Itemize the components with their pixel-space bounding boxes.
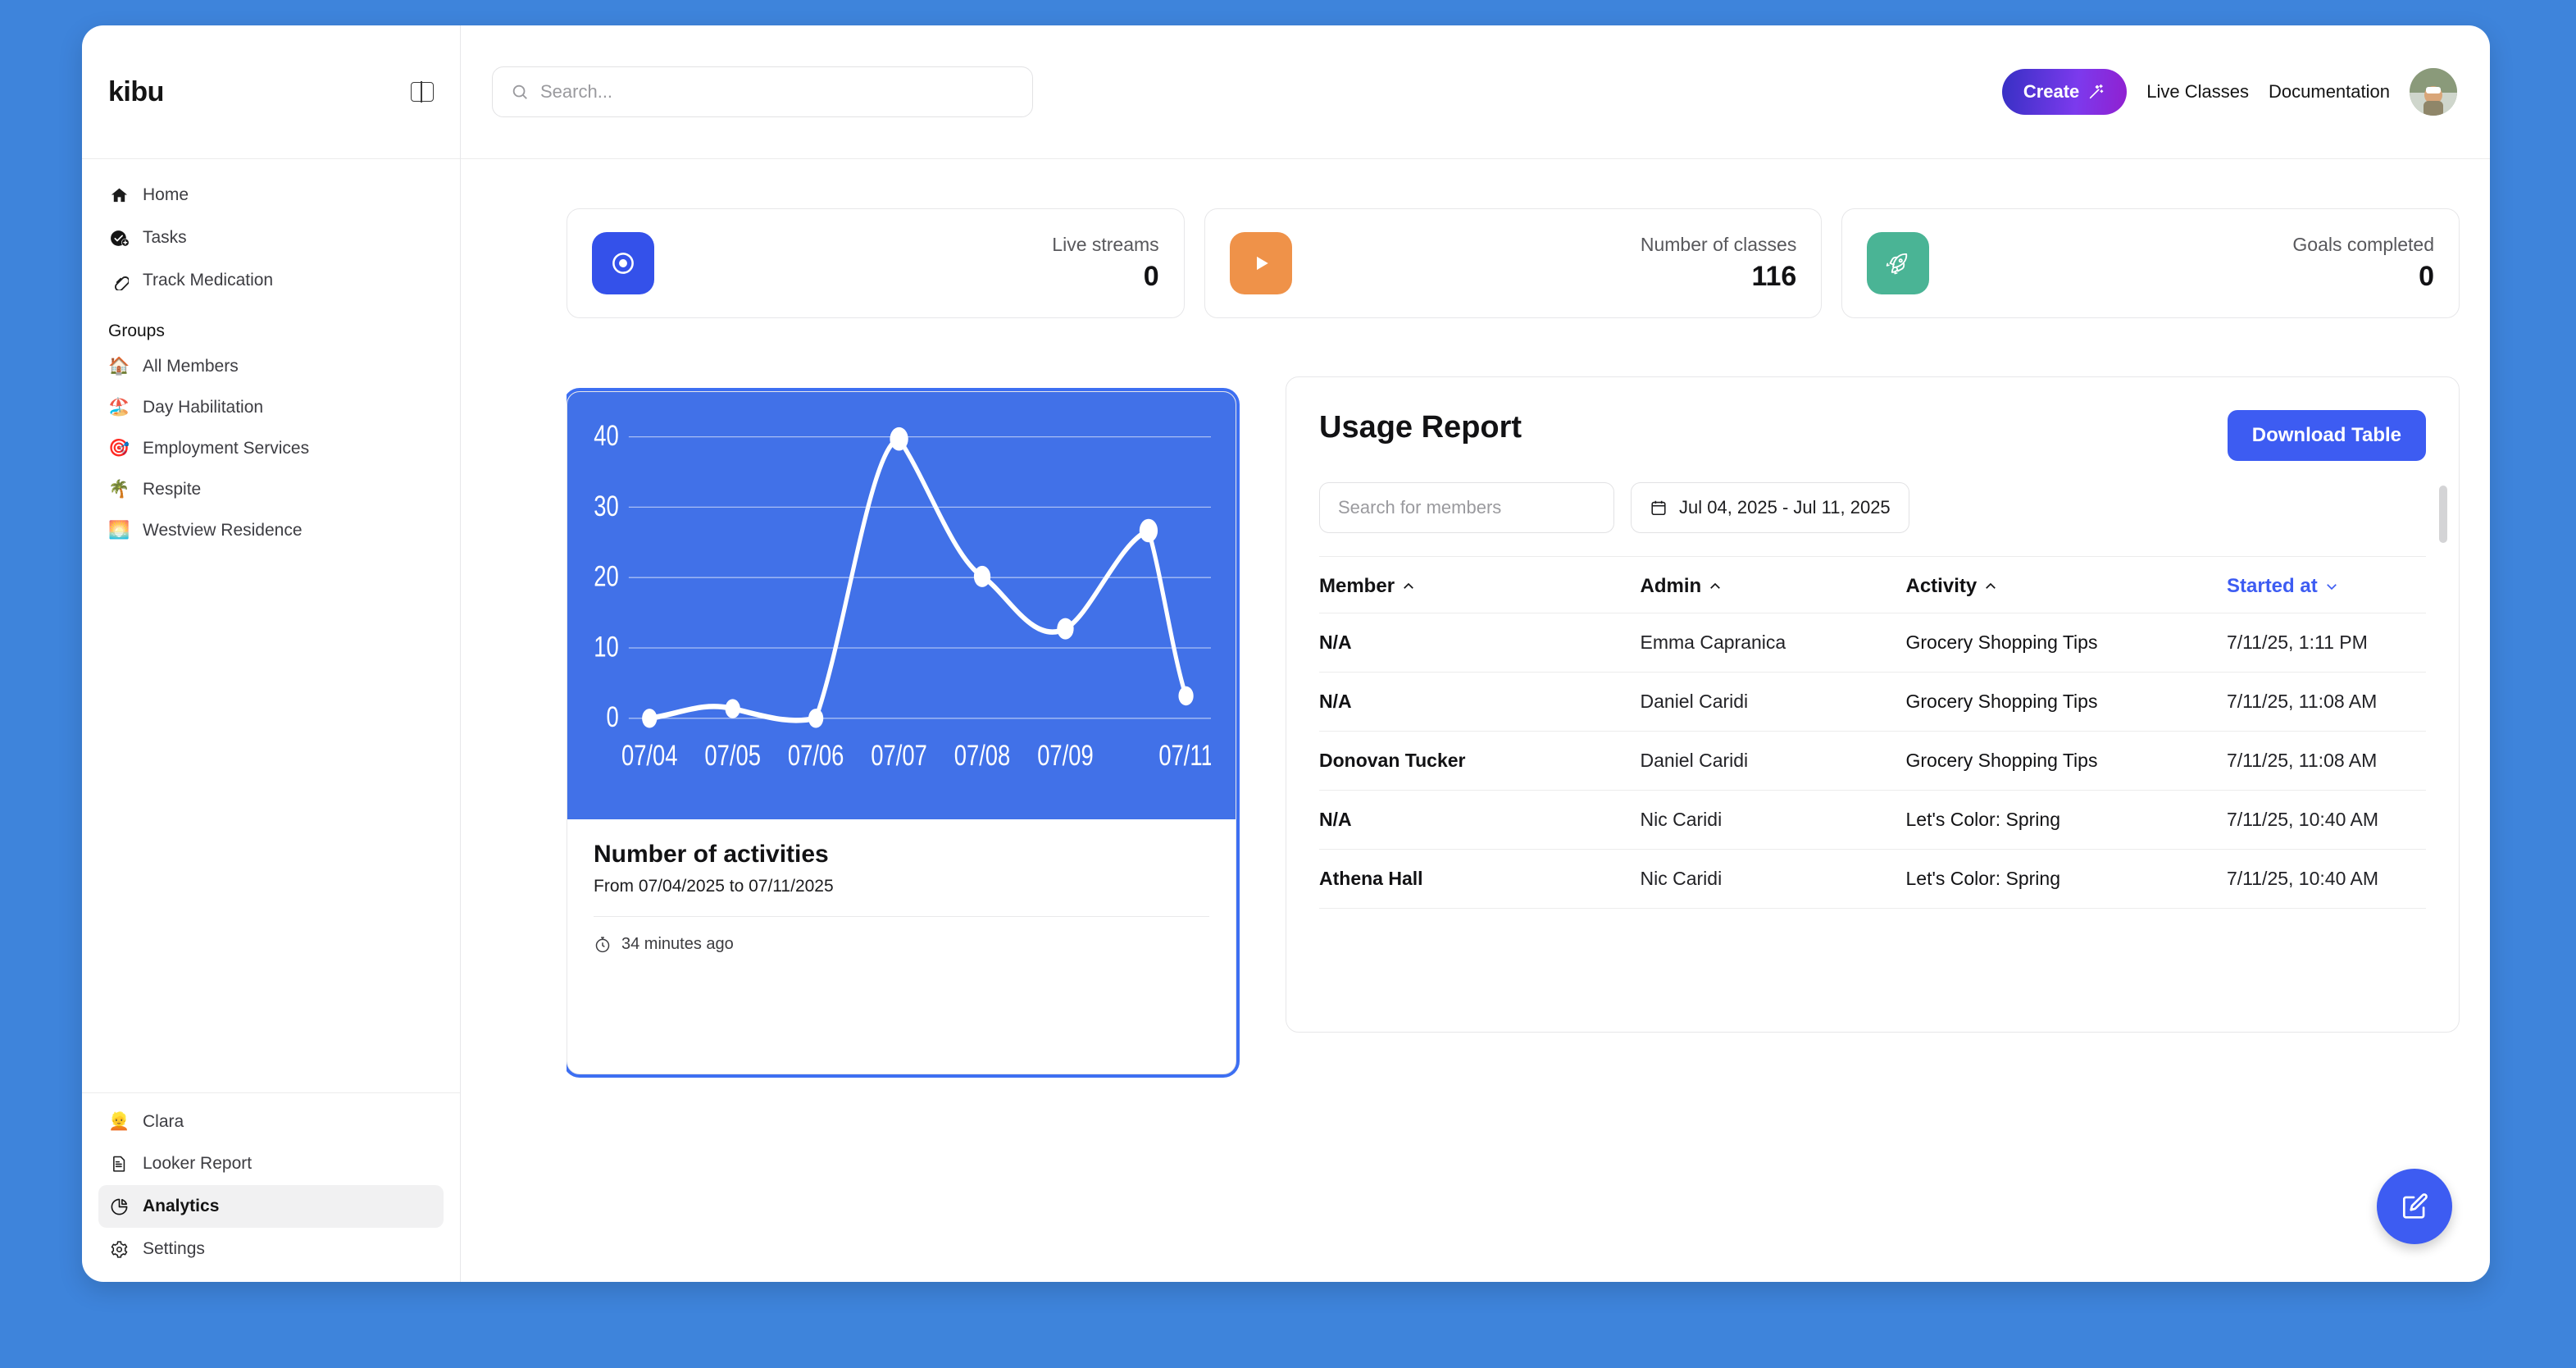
svg-text:10: 10 bbox=[594, 631, 618, 663]
svg-text:07/07: 07/07 bbox=[871, 740, 927, 772]
svg-text:07/08: 07/08 bbox=[954, 740, 1011, 772]
svg-text:07/09: 07/09 bbox=[1037, 740, 1094, 772]
svg-text:30: 30 bbox=[594, 490, 618, 522]
svg-text:0: 0 bbox=[606, 701, 618, 733]
svg-text:07/06: 07/06 bbox=[788, 740, 844, 772]
svg-text:20: 20 bbox=[594, 560, 618, 592]
svg-text:07/11: 07/11 bbox=[1158, 740, 1211, 772]
svg-text:07/04: 07/04 bbox=[621, 740, 678, 772]
svg-text:07/05: 07/05 bbox=[704, 740, 761, 772]
svg-text:40: 40 bbox=[594, 420, 618, 452]
